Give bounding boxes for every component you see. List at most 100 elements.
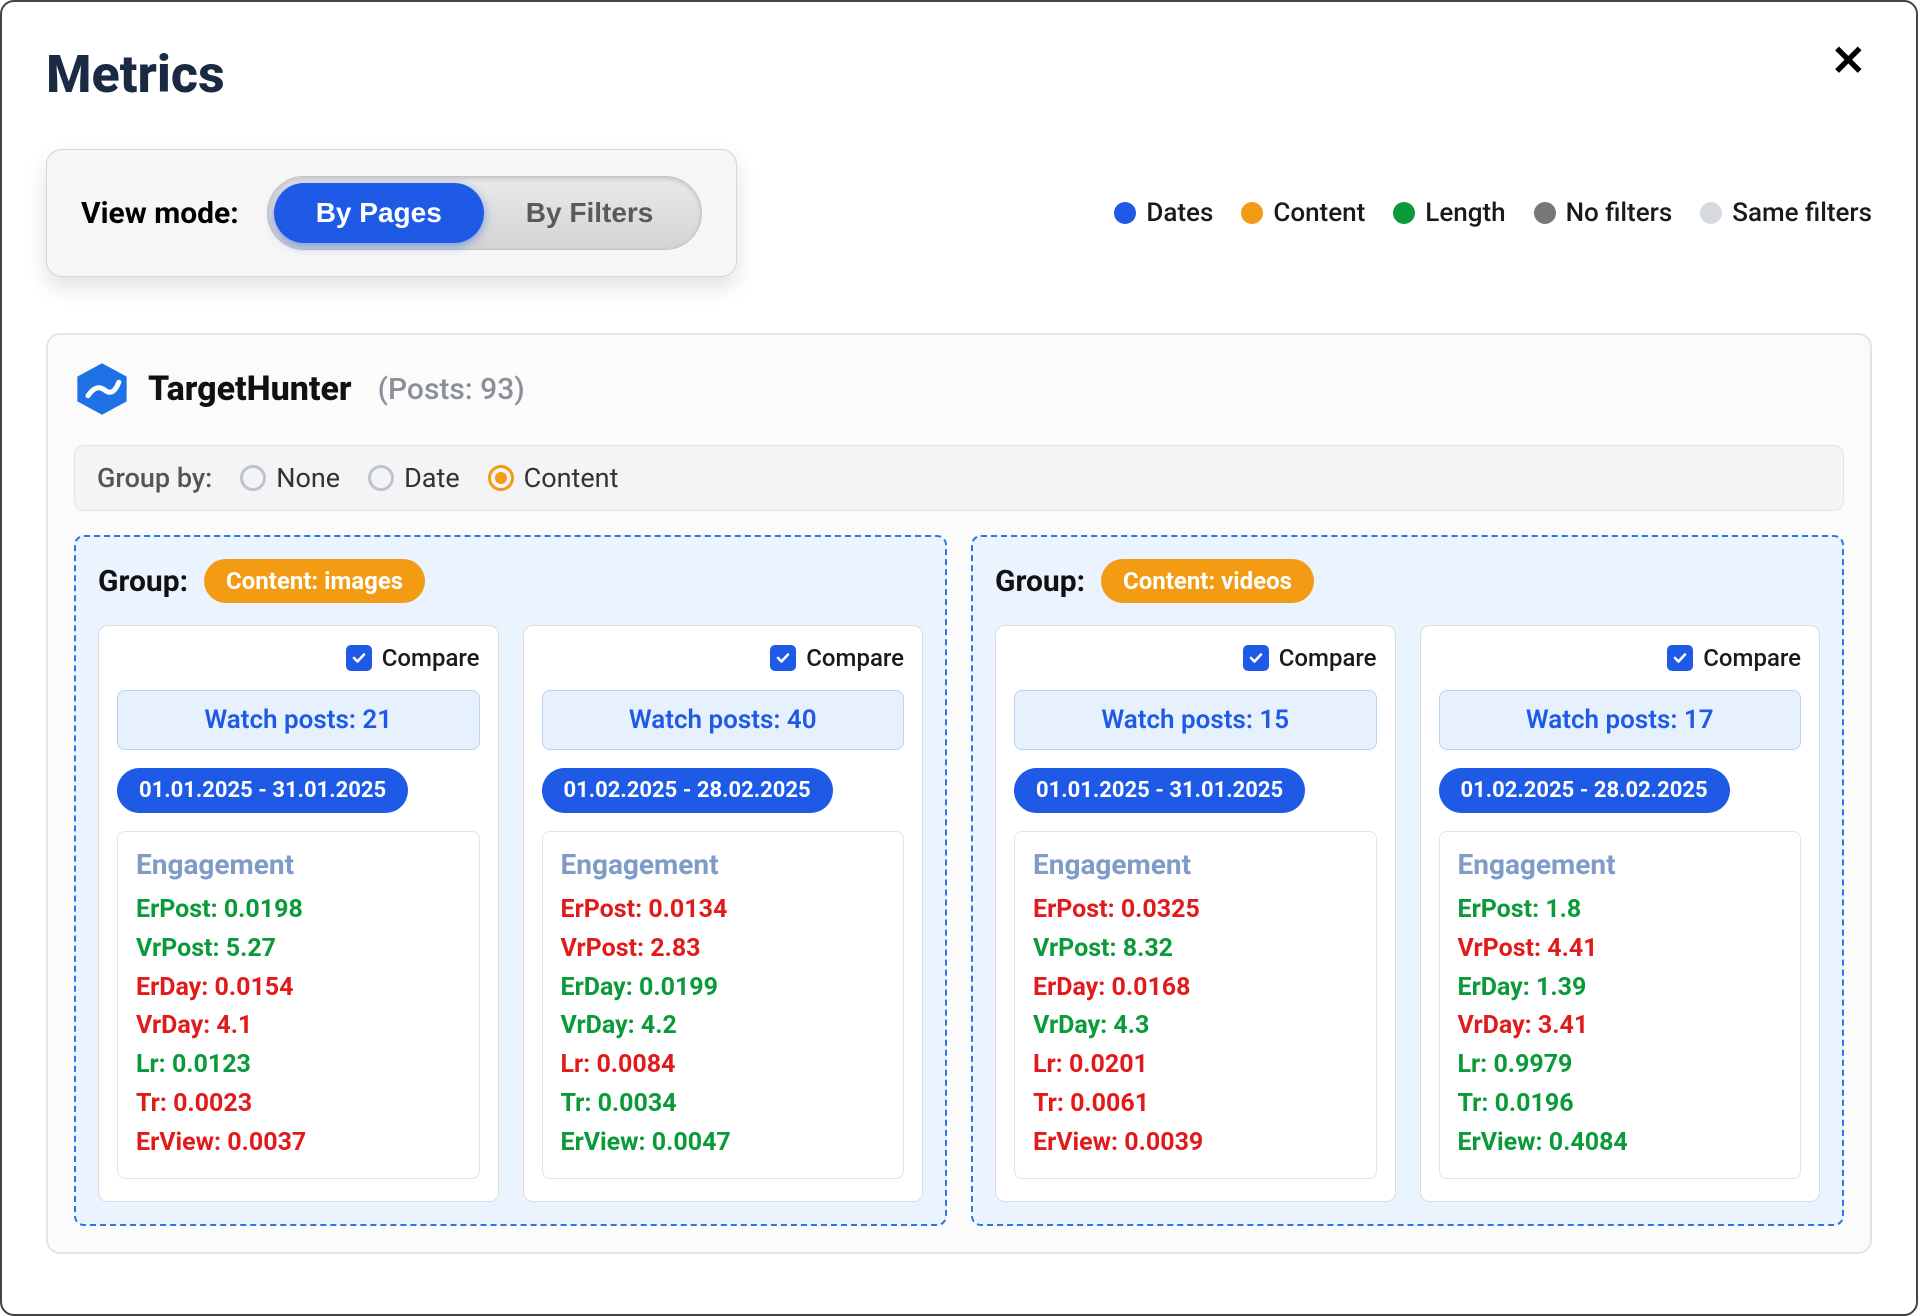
- compare-checkbox-icon: [346, 645, 372, 671]
- date-range-pill: 01.02.2025 - 28.02.2025: [542, 768, 833, 813]
- toggle-by-filters[interactable]: By Filters: [484, 183, 696, 243]
- engagement-box: Engagement ErPost: 0.0134VrPost: 2.83ErDa…: [542, 831, 905, 1179]
- toggle-by-pages[interactable]: By Pages: [274, 183, 484, 243]
- viewmode-box: View mode: By Pages By Filters: [46, 149, 737, 277]
- radio-none[interactable]: None: [240, 462, 340, 494]
- compare-label: Compare: [382, 644, 480, 672]
- legend-label: Length: [1425, 198, 1505, 228]
- compare-checkbox-icon: [770, 645, 796, 671]
- metric-line: Lr: 0.0201: [1033, 1046, 1358, 1085]
- group-box: Group:Content: videos Compare Watch posts:…: [971, 535, 1844, 1226]
- group-box: Group: Content: images Compare Watch posts:…: [74, 535, 947, 1226]
- watch-posts-button[interactable]: Watch posts: 21: [117, 690, 480, 750]
- metric-line: Tr: 0.0061: [1033, 1085, 1358, 1124]
- group-title: Group:Content: videos: [995, 559, 1820, 603]
- radio-label: Date: [404, 462, 460, 494]
- metric-line: VrDay: 4.1: [136, 1007, 461, 1046]
- metric-line: ErView: 0.0047: [561, 1124, 886, 1163]
- legend-dot-icon: [1241, 202, 1263, 224]
- viewmode-row: View mode: By Pages By Filters Dates Cont…: [46, 149, 1872, 277]
- legend-item: Dates: [1114, 198, 1213, 228]
- viewmode-toggle: By Pages By Filters: [267, 176, 703, 250]
- legend-item: Length: [1393, 198, 1505, 228]
- metric-line: ErPost: 0.0134: [561, 891, 886, 930]
- metric-line: ErPost: 1.8: [1458, 891, 1783, 930]
- legend-dot-icon: [1700, 202, 1722, 224]
- metric-line: ErPost: 0.0198: [136, 891, 461, 930]
- legend-label: Same filters: [1732, 198, 1872, 228]
- watch-posts-button[interactable]: Watch posts: 15: [1014, 690, 1377, 750]
- compare-label: Compare: [806, 644, 904, 672]
- radio-label: Content: [524, 462, 619, 494]
- compare-row[interactable]: Compare: [117, 644, 480, 672]
- legend: Dates Content Length No filters Same filters: [1114, 198, 1872, 228]
- date-range-pill: 01.01.2025 - 31.01.2025: [117, 768, 408, 813]
- compare-row[interactable]: Compare: [1014, 644, 1377, 672]
- radio-icon: [488, 465, 514, 491]
- date-range-pill: 01.01.2025 - 31.01.2025: [1014, 768, 1305, 813]
- metric-line: ErDay: 0.0199: [561, 969, 886, 1008]
- engagement-title: Engagement: [136, 848, 461, 881]
- metric-line: ErDay: 0.0154: [136, 969, 461, 1008]
- metric-line: Lr: 0.9979: [1458, 1046, 1783, 1085]
- group-title: Group: Content: images: [98, 559, 923, 603]
- legend-dot-icon: [1114, 202, 1136, 224]
- engagement-title: Engagement: [1033, 848, 1358, 881]
- metric-line: Tr: 0.0023: [136, 1085, 461, 1124]
- engagement-title: Engagement: [561, 848, 886, 881]
- page-title: Metrics: [46, 44, 1872, 105]
- compare-label: Compare: [1279, 644, 1377, 672]
- cards-row: Compare Watch posts: 15 01.01.2025 - 31.01…: [995, 625, 1820, 1202]
- metric-line: ErDay: 0.0168: [1033, 969, 1358, 1008]
- compare-checkbox-icon: [1667, 645, 1693, 671]
- engagement-box: EngagementErPost: 1.8VrPost: 4.41ErDay: …: [1439, 831, 1802, 1179]
- metric-card: Compare Watch posts: 15 01.01.2025 - 31.01…: [995, 625, 1396, 1202]
- group-title-label: Group:: [98, 564, 188, 599]
- metric-line: Lr: 0.0084: [561, 1046, 886, 1085]
- metric-line: VrDay: 3.41: [1458, 1007, 1783, 1046]
- groupby-bar: Group by: None Date Content: [74, 445, 1844, 511]
- page-header: TargetHunter (Posts: 93): [74, 361, 1844, 417]
- metric-line: ErView: 0.4084: [1458, 1124, 1783, 1163]
- radio-content[interactable]: Content: [488, 462, 619, 494]
- engagement-box: EngagementErPost: 0.0325VrPost: 8.32ErDa…: [1014, 831, 1377, 1179]
- radio-icon: [368, 465, 394, 491]
- metric-line: Lr: 0.0123: [136, 1046, 461, 1085]
- legend-item: No filters: [1534, 198, 1673, 228]
- date-range-pill: 01.02.2025 - 28.02.2025: [1439, 768, 1730, 813]
- group-pill: Content: videos: [1101, 559, 1314, 603]
- metric-card: Compare Watch posts: 17 01.02.2025 - 28.02…: [1420, 625, 1821, 1202]
- close-button[interactable]: ✕: [1831, 40, 1866, 82]
- compare-row[interactable]: Compare: [1439, 644, 1802, 672]
- metric-line: VrDay: 4.3: [1033, 1007, 1358, 1046]
- metric-card: Compare Watch posts: 21 01.01.2025 - 31.01…: [98, 625, 499, 1202]
- watch-posts-button[interactable]: Watch posts: 40: [542, 690, 905, 750]
- compare-row[interactable]: Compare: [542, 644, 905, 672]
- radio-date[interactable]: Date: [368, 462, 460, 494]
- legend-dot-icon: [1393, 202, 1415, 224]
- legend-item: Same filters: [1700, 198, 1872, 228]
- engagement-box: EngagementErPost: 0.0198VrPost: 5.27ErDa…: [117, 831, 480, 1179]
- metric-line: Tr: 0.0196: [1458, 1085, 1783, 1124]
- compare-label: Compare: [1703, 644, 1801, 672]
- legend-label: Content: [1273, 198, 1365, 228]
- radio-label: None: [276, 462, 340, 494]
- page-panel: TargetHunter (Posts: 93) Group by: None …: [46, 333, 1872, 1254]
- page-name: TargetHunter: [148, 369, 352, 409]
- group-pill: Content: images: [204, 559, 425, 603]
- metric-line: ErView: 0.0039: [1033, 1124, 1358, 1163]
- metric-line: VrPost: 2.83: [561, 930, 886, 969]
- metric-line: ErDay: 1.39: [1458, 969, 1783, 1008]
- metric-line: ErPost: 0.0325: [1033, 891, 1358, 930]
- cards-row: Compare Watch posts: 21 01.01.2025 - 31.01…: [98, 625, 923, 1202]
- metric-line: VrPost: 4.41: [1458, 930, 1783, 969]
- legend-dot-icon: [1534, 202, 1556, 224]
- viewmode-label: View mode:: [81, 196, 239, 231]
- watch-posts-button[interactable]: Watch posts: 17: [1439, 690, 1802, 750]
- legend-item: Content: [1241, 198, 1365, 228]
- metric-line: VrDay: 4.2: [561, 1007, 886, 1046]
- legend-label: No filters: [1566, 198, 1673, 228]
- page-posts-count: (Posts: 93): [378, 372, 525, 407]
- legend-label: Dates: [1146, 198, 1213, 228]
- groups-row: Group: Content: images Compare Watch posts:…: [74, 535, 1844, 1226]
